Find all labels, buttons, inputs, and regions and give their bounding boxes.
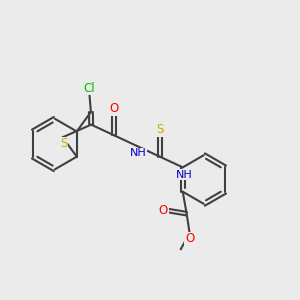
Text: NH: NH: [176, 170, 193, 180]
Text: O: O: [159, 204, 168, 217]
Text: O: O: [110, 102, 119, 115]
Text: S: S: [61, 137, 68, 150]
Text: O: O: [185, 232, 194, 245]
Text: NH: NH: [130, 148, 147, 158]
Text: S: S: [156, 123, 164, 136]
Text: Cl: Cl: [84, 82, 95, 95]
